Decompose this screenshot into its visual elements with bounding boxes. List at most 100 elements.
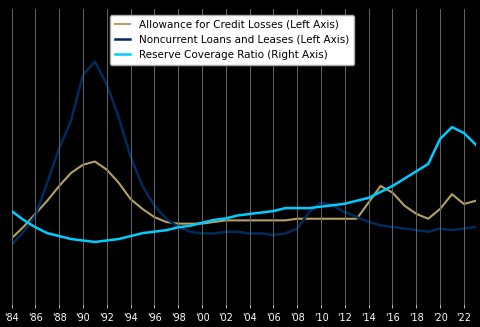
Reserve Coverage Ratio (Right Axis) xyxy=(437,137,443,141)
Allowance for Credit Losses (Left Axis) xyxy=(199,222,205,226)
Noncurrent Loans and Leases (Left Axis) xyxy=(425,230,431,234)
Reserve Coverage Ratio (Right Axis) xyxy=(199,221,205,225)
Allowance for Credit Losses (Left Axis) xyxy=(294,217,300,221)
Allowance for Credit Losses (Left Axis) xyxy=(44,199,50,203)
Reserve Coverage Ratio (Right Axis) xyxy=(44,231,50,235)
Reserve Coverage Ratio (Right Axis) xyxy=(152,230,157,233)
Noncurrent Loans and Leases (Left Axis) xyxy=(247,232,252,235)
Noncurrent Loans and Leases (Left Axis) xyxy=(330,204,336,208)
Reserve Coverage Ratio (Right Axis) xyxy=(306,206,312,210)
Allowance for Credit Losses (Left Axis) xyxy=(80,163,86,167)
Allowance for Credit Losses (Left Axis) xyxy=(342,217,348,221)
Reserve Coverage Ratio (Right Axis) xyxy=(56,234,62,238)
Noncurrent Loans and Leases (Left Axis) xyxy=(9,243,14,247)
Reserve Coverage Ratio (Right Axis) xyxy=(128,234,133,238)
Allowance for Credit Losses (Left Axis) xyxy=(92,160,98,164)
Noncurrent Loans and Leases (Left Axis) xyxy=(318,200,324,204)
Noncurrent Loans and Leases (Left Axis) xyxy=(437,227,443,231)
Noncurrent Loans and Leases (Left Axis) xyxy=(413,228,419,232)
Allowance for Credit Losses (Left Axis) xyxy=(235,218,240,222)
Allowance for Credit Losses (Left Axis) xyxy=(211,220,217,224)
Noncurrent Loans and Leases (Left Axis) xyxy=(80,73,86,77)
Allowance for Credit Losses (Left Axis) xyxy=(449,192,455,196)
Reserve Coverage Ratio (Right Axis) xyxy=(342,202,348,206)
Allowance for Credit Losses (Left Axis) xyxy=(56,184,62,188)
Noncurrent Loans and Leases (Left Axis) xyxy=(104,83,109,87)
Allowance for Credit Losses (Left Axis) xyxy=(378,184,384,188)
Allowance for Credit Losses (Left Axis) xyxy=(104,168,109,172)
Line: Reserve Coverage Ratio (Right Axis): Reserve Coverage Ratio (Right Axis) xyxy=(12,127,476,242)
Reserve Coverage Ratio (Right Axis) xyxy=(271,209,276,213)
Reserve Coverage Ratio (Right Axis) xyxy=(354,199,360,203)
Reserve Coverage Ratio (Right Axis) xyxy=(449,125,455,129)
Allowance for Credit Losses (Left Axis) xyxy=(282,218,288,222)
Noncurrent Loans and Leases (Left Axis) xyxy=(152,204,157,208)
Noncurrent Loans and Leases (Left Axis) xyxy=(449,228,455,232)
Noncurrent Loans and Leases (Left Axis) xyxy=(282,232,288,235)
Allowance for Credit Losses (Left Axis) xyxy=(140,207,145,211)
Allowance for Credit Losses (Left Axis) xyxy=(247,218,252,222)
Noncurrent Loans and Leases (Left Axis) xyxy=(354,215,360,219)
Reserve Coverage Ratio (Right Axis) xyxy=(294,206,300,210)
Reserve Coverage Ratio (Right Axis) xyxy=(163,228,169,232)
Allowance for Credit Losses (Left Axis) xyxy=(271,218,276,222)
Allowance for Credit Losses (Left Axis) xyxy=(461,202,467,206)
Allowance for Credit Losses (Left Axis) xyxy=(187,222,193,226)
Reserve Coverage Ratio (Right Axis) xyxy=(390,184,396,188)
Allowance for Credit Losses (Left Axis) xyxy=(152,215,157,219)
Reserve Coverage Ratio (Right Axis) xyxy=(473,143,479,147)
Noncurrent Loans and Leases (Left Axis) xyxy=(461,227,467,231)
Reserve Coverage Ratio (Right Axis) xyxy=(9,209,14,213)
Reserve Coverage Ratio (Right Axis) xyxy=(68,237,74,241)
Noncurrent Loans and Leases (Left Axis) xyxy=(473,225,479,229)
Noncurrent Loans and Leases (Left Axis) xyxy=(116,115,121,119)
Reserve Coverage Ratio (Right Axis) xyxy=(104,238,109,242)
Noncurrent Loans and Leases (Left Axis) xyxy=(187,230,193,234)
Allowance for Credit Losses (Left Axis) xyxy=(402,204,408,208)
Noncurrent Loans and Leases (Left Axis) xyxy=(163,217,169,221)
Reserve Coverage Ratio (Right Axis) xyxy=(402,177,408,181)
Line: Noncurrent Loans and Leases (Left Axis): Noncurrent Loans and Leases (Left Axis) xyxy=(12,62,476,245)
Allowance for Credit Losses (Left Axis) xyxy=(175,222,181,226)
Allowance for Credit Losses (Left Axis) xyxy=(128,197,133,201)
Allowance for Credit Losses (Left Axis) xyxy=(318,217,324,221)
Allowance for Credit Losses (Left Axis) xyxy=(390,191,396,195)
Allowance for Credit Losses (Left Axis) xyxy=(116,181,121,185)
Noncurrent Loans and Leases (Left Axis) xyxy=(175,225,181,229)
Allowance for Credit Losses (Left Axis) xyxy=(330,217,336,221)
Reserve Coverage Ratio (Right Axis) xyxy=(140,231,145,235)
Allowance for Credit Losses (Left Axis) xyxy=(425,217,431,221)
Noncurrent Loans and Leases (Left Axis) xyxy=(56,146,62,150)
Noncurrent Loans and Leases (Left Axis) xyxy=(33,214,38,217)
Allowance for Credit Losses (Left Axis) xyxy=(437,207,443,211)
Reserve Coverage Ratio (Right Axis) xyxy=(80,238,86,242)
Allowance for Credit Losses (Left Axis) xyxy=(21,225,26,229)
Reserve Coverage Ratio (Right Axis) xyxy=(318,205,324,209)
Allowance for Credit Losses (Left Axis) xyxy=(354,217,360,221)
Allowance for Credit Losses (Left Axis) xyxy=(259,218,264,222)
Reserve Coverage Ratio (Right Axis) xyxy=(21,218,26,222)
Reserve Coverage Ratio (Right Axis) xyxy=(247,212,252,216)
Allowance for Credit Losses (Left Axis) xyxy=(306,217,312,221)
Line: Allowance for Credit Losses (Left Axis): Allowance for Credit Losses (Left Axis) xyxy=(12,162,476,238)
Noncurrent Loans and Leases (Left Axis) xyxy=(92,60,98,64)
Noncurrent Loans and Leases (Left Axis) xyxy=(128,155,133,159)
Reserve Coverage Ratio (Right Axis) xyxy=(235,214,240,217)
Reserve Coverage Ratio (Right Axis) xyxy=(425,162,431,166)
Reserve Coverage Ratio (Right Axis) xyxy=(282,206,288,210)
Noncurrent Loans and Leases (Left Axis) xyxy=(44,181,50,185)
Reserve Coverage Ratio (Right Axis) xyxy=(187,224,193,228)
Reserve Coverage Ratio (Right Axis) xyxy=(366,196,372,200)
Reserve Coverage Ratio (Right Axis) xyxy=(211,218,217,222)
Allowance for Credit Losses (Left Axis) xyxy=(33,212,38,216)
Noncurrent Loans and Leases (Left Axis) xyxy=(199,232,205,235)
Noncurrent Loans and Leases (Left Axis) xyxy=(235,230,240,234)
Reserve Coverage Ratio (Right Axis) xyxy=(33,225,38,229)
Noncurrent Loans and Leases (Left Axis) xyxy=(140,184,145,188)
Allowance for Credit Losses (Left Axis) xyxy=(9,236,14,240)
Reserve Coverage Ratio (Right Axis) xyxy=(378,190,384,194)
Reserve Coverage Ratio (Right Axis) xyxy=(330,203,336,207)
Noncurrent Loans and Leases (Left Axis) xyxy=(402,227,408,231)
Allowance for Credit Losses (Left Axis) xyxy=(163,220,169,224)
Allowance for Credit Losses (Left Axis) xyxy=(473,199,479,203)
